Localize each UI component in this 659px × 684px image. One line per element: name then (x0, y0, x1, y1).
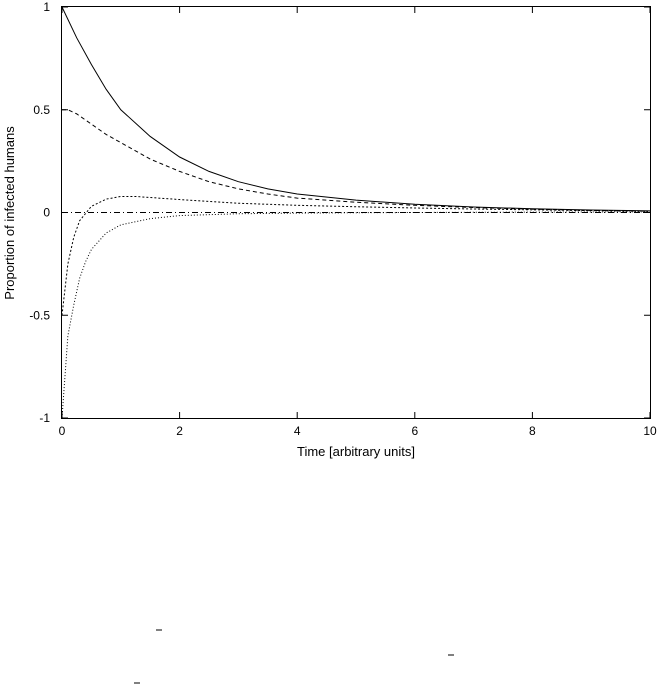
x-tick-label: 0 (59, 424, 66, 438)
y-tick-label: -0.5 (29, 308, 50, 322)
y-axis-label: Proportion of infected humans (2, 126, 17, 300)
plot-frame (61, 6, 651, 419)
series-line-dashed (62, 109, 651, 212)
x-tick-label: 2 (176, 424, 183, 438)
series-line-fine-dotted (61, 211, 651, 419)
y-tick-label: 1 (43, 0, 50, 14)
plot-area (61, 6, 651, 419)
series-line-solid (61, 6, 651, 212)
residual-marks (134, 629, 454, 684)
x-axis-label: Time [arbitrary units] (297, 444, 415, 459)
x-tick-label: 4 (294, 424, 301, 438)
series-group (61, 6, 651, 419)
x-tick-label: 8 (529, 424, 536, 438)
tick-group: 0 2 4 6 8 10 1 0.5 0 -0.5 -1 (29, 0, 657, 438)
y-tick-label: 0.5 (33, 103, 50, 117)
x-tick-label: 10 (643, 424, 657, 438)
series-line-dotted (61, 195, 651, 316)
x-tick-label: 6 (411, 424, 418, 438)
y-tick-label: -1 (39, 411, 50, 425)
y-tick-label: 0 (43, 206, 50, 220)
